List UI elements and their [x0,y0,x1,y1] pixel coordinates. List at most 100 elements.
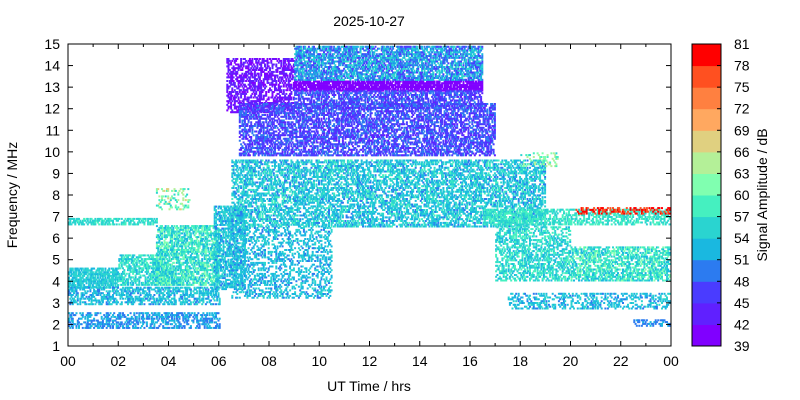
data-cell [224,272,226,274]
data-cell [122,260,124,262]
data-cell [120,312,122,314]
data-cell [186,321,188,323]
data-cell [239,100,241,102]
data-cell [196,269,198,271]
data-cell [240,107,242,109]
data-cell [86,303,88,305]
data-cell [181,278,183,280]
data-cell [254,73,256,75]
data-cell [226,240,228,242]
data-cell [176,236,178,238]
data-cell [186,194,188,196]
data-cell [138,269,140,271]
data-cell [125,298,127,300]
data-cell [170,227,172,229]
data-cell [285,73,287,75]
data-cell [186,314,188,316]
data-cell [209,243,211,245]
data-cell [196,316,198,318]
data-cell [169,254,171,256]
data-cell [69,220,71,222]
data-cell [223,240,225,242]
data-cell [179,300,181,302]
data-cell [246,62,248,64]
data-cell [254,87,256,89]
data-cell [221,222,223,224]
data-cell [156,292,158,294]
data-cell [86,273,88,275]
data-cell [94,277,96,279]
data-cell [156,192,158,194]
data-cell [147,269,149,271]
data-cell [137,223,139,225]
data-cell [280,64,282,66]
data-cell [122,254,124,256]
data-cell [284,76,286,78]
data-cell [213,278,215,280]
data-cell [141,271,143,273]
data-cell [161,225,163,227]
data-cell [207,264,209,266]
data-cell [161,188,163,190]
data-cell [160,201,162,203]
data-cell [223,242,225,244]
data-cell [164,254,166,256]
data-cell [89,316,91,318]
data-cell [137,258,139,260]
data-cell [106,222,108,224]
data-cell [166,236,168,238]
data-cell [234,62,236,64]
data-cell [200,231,202,233]
data-cell [258,73,260,75]
data-cell [226,211,228,213]
data-cell [76,327,78,329]
data-cell [93,268,95,270]
data-cell [156,258,158,260]
data-cell [238,84,240,86]
data-cell [127,325,129,327]
data-cell [209,273,211,275]
data-cell [236,78,238,80]
data-cell [204,327,206,329]
data-cell [260,93,262,95]
data-cell [206,287,208,289]
data-cell [123,273,125,275]
data-cell [181,247,183,249]
data-cell [132,276,134,278]
data-cell [115,284,117,286]
data-cell [147,271,149,273]
data-cell [82,316,84,318]
data-cell [206,273,208,275]
data-cell [108,273,110,275]
data-cell [225,288,227,290]
data-cell [190,236,192,238]
data-cell [86,296,88,298]
data-cell [210,327,212,329]
data-cell [108,269,110,271]
data-cell [253,91,255,93]
data-cell [118,292,120,294]
data-cell [72,321,74,323]
data-cell [177,243,179,245]
data-cell [156,190,158,192]
data-cell [121,256,123,258]
data-cell [162,292,164,294]
data-cell [122,267,124,269]
data-cell [127,292,129,294]
data-cell [199,260,201,262]
data-cell [72,279,74,281]
data-cell [127,256,129,258]
data-cell [255,93,257,95]
data-cell [89,323,91,325]
data-cell [218,312,220,314]
data-cell [192,284,194,286]
data-cell [279,87,281,89]
data-cell [229,251,231,253]
data-cell [157,301,159,303]
data-cell [250,64,252,66]
data-cell [207,298,209,300]
data-cell [157,280,159,282]
data-cell [123,294,125,296]
data-cell [234,102,236,104]
data-cell [219,318,221,320]
